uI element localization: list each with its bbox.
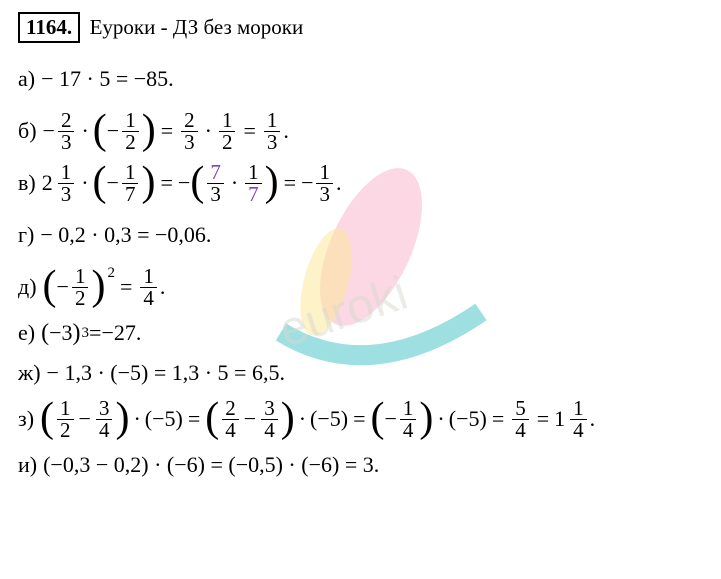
- label-e: е): [18, 322, 35, 344]
- header-text: Еуроки - ДЗ без мороки: [90, 15, 304, 39]
- line-b: б) − 23 · ( − 12 ) = 23 · 12 = 13 .: [18, 109, 703, 153]
- expr-zh: − 1,3 · (−5) = 1,3 · 5 = 6,5.: [47, 362, 285, 384]
- expr-g: − 0,2 · 0,3 = −0,06.: [40, 224, 211, 246]
- line-v: в) 2 13 · ( − 17 ) = − ( 73 · 17 ) = − 1…: [18, 161, 703, 205]
- label-g: г): [18, 224, 34, 246]
- problem-number: 1164.: [18, 12, 80, 43]
- line-a: а) − 17 · 5 = −85.: [18, 57, 703, 101]
- label-i: и): [18, 454, 37, 476]
- label-d: д): [18, 276, 37, 298]
- expr-a: − 17 · 5 = −85.: [41, 68, 174, 90]
- line-e: е) ( −3 ) 3 = −27.: [18, 317, 703, 349]
- header: 1164. Еуроки - ДЗ без мороки: [18, 12, 703, 43]
- label-z: з): [18, 408, 34, 430]
- line-zh: ж) − 1,3 · (−5) = 1,3 · 5 = 6,5.: [18, 357, 703, 389]
- expr-i: (−0,3 − 0,2) · (−6) = (−0,5) · (−6) = 3.: [43, 454, 379, 476]
- label-v: в): [18, 172, 36, 194]
- label-zh: ж): [18, 362, 41, 384]
- label-a: а): [18, 68, 35, 90]
- line-g: г) − 0,2 · 0,3 = −0,06.: [18, 213, 703, 257]
- label-b: б): [18, 120, 37, 142]
- line-z: з) ( 12 − 34 ) · (−5) = ( 24 − 34 ) · (−…: [18, 397, 703, 441]
- line-d: д) ( − 12 ) 2 = 14 .: [18, 265, 703, 309]
- line-i: и) (−0,3 − 0,2) · (−6) = (−0,5) · (−6) =…: [18, 449, 703, 481]
